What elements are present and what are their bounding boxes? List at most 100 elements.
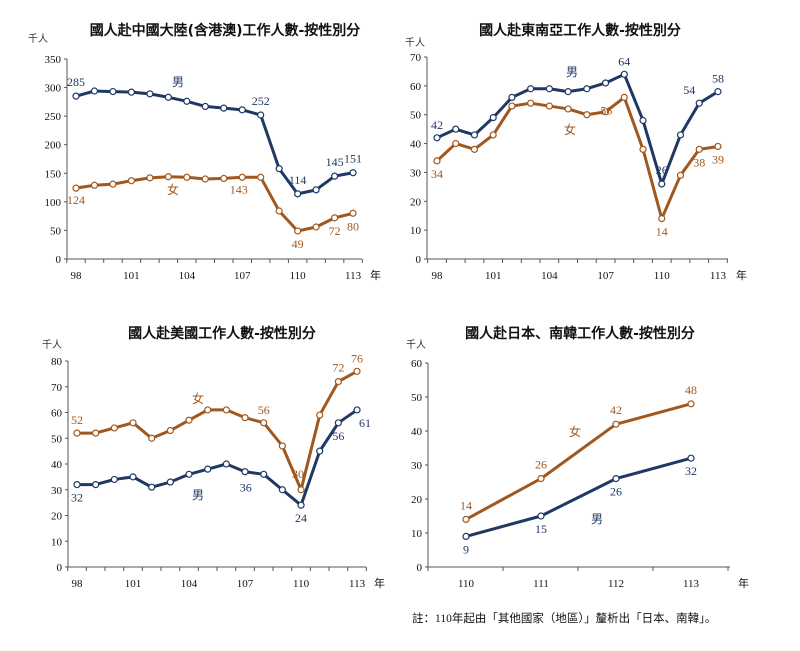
chart-2-data-point [527,85,535,93]
chart-3-series-name: 女 [192,391,204,406]
chart-3-data-point [278,486,286,494]
chart-3-data-point [166,478,174,486]
chart-1-data-point [238,173,246,181]
chart-1-data-point [146,90,154,98]
chart-3-x-tick-label: 113 [349,578,366,590]
chart-3-xlabel: 年 [374,576,385,590]
chart-2-data-point [583,85,591,93]
chart-3-x-tick-label: 110 [293,578,310,590]
chart-1-data-point [330,172,339,180]
chart-2-data-point [639,116,647,125]
chart-2-data-point [508,93,516,102]
chart-1-data-point [201,102,209,111]
chart-2-data-label: 42 [431,118,443,132]
chart-1-data-point [275,165,283,173]
chart-1-data-label: 80 [347,219,359,233]
chart-2-data-label: 58 [712,72,724,86]
chart-1-data-point [330,214,339,222]
chart-1-x-tick-label: 113 [345,270,362,282]
chart-2-data-point [695,99,703,107]
chart-4-y-tick-label: 50 [411,392,423,404]
chart-1-y-tick-label: 50 [50,225,62,237]
chart-1-data-point [349,169,357,177]
chart-4-data-point [687,454,695,462]
chart-2-data-point [620,70,628,78]
chart-3-data-point [222,406,230,414]
chart-2-x-tick-label: 110 [654,270,671,282]
chart-2-data-label: 14 [656,225,668,239]
chart-3-y-tick-label: 20 [51,511,63,523]
chart-2-x-tick-label: 104 [541,270,558,282]
chart-1-data-point [257,111,265,119]
chart-4-data-point [537,512,545,520]
chart-4-data-label: 42 [610,403,622,417]
chart-2-data-point [452,139,460,148]
chart-4-series-line [465,402,692,521]
chart-1-data-point [109,180,117,188]
chart-1-xlabel: 年 [370,268,381,282]
chart-3-data-point [353,406,361,414]
chart-1-y-tick-label: 0 [56,254,62,266]
chart-1-y-tick-label: 250 [45,111,62,123]
chart-2-data-point [564,88,572,96]
chart-1-data-point [294,190,302,198]
chart-2-data-point [676,131,685,139]
chart-4-xlabel: 年 [738,576,749,590]
chart-4-data-label: 48 [685,383,697,397]
chart-2-data-label: 64 [618,54,630,68]
chart-4-data-label: 26 [535,458,547,472]
chart-2-data-point [508,102,516,110]
chart-3-data-point [353,367,361,375]
chart-2-data-point [564,105,572,113]
chart-3-data-point [92,481,100,489]
chart-2-data-label: 34 [431,167,443,181]
chart-1-data-label: 285 [67,75,85,89]
chart-3-data-point [260,470,268,478]
chart-2-data-point [639,145,647,153]
chart-1-series-line [75,89,354,196]
chart-1-data-label: 252 [252,94,270,108]
chart-4-y-tick-label: 10 [411,528,423,540]
chart-4-x-tick-label: 111 [533,578,549,590]
chart-2-x-tick-label: 107 [597,270,614,282]
chart-3-data-label: 32 [71,491,83,505]
chart-2-series-line [435,95,719,221]
chart-1-x-tick-label: 107 [234,270,251,282]
chart-2-data-point [676,171,685,179]
chart-3-data-point [185,470,193,478]
chart-1-data-point [183,97,191,105]
chart-1-data-point [90,181,99,189]
chart-1-y-tick-label: 150 [45,168,62,180]
chart-1-data-point [238,106,246,114]
chart-2-data-label: 38 [693,155,705,169]
chart-1-data-point [312,223,320,231]
chart-3-data-point [297,486,305,494]
chart-2-data-point [489,113,497,122]
chart-2-data-point [433,134,441,142]
chart-3-y-tick-label: 60 [51,408,63,420]
chart-2-y-tick-label: 60 [410,81,422,93]
chart-3-y-tick-label: 70 [51,382,63,394]
chart-4-series-name: 男 [591,512,603,526]
chart-1-data-label: 72 [329,224,341,238]
chart-1-data-point [220,104,228,112]
chart-4-data-point [612,420,620,428]
chart-4-series-name: 女 [569,424,581,439]
chart-2-data-label: 26 [656,163,668,177]
chart-4-data-label: 26 [610,485,622,499]
chart-4-x-tick-label: 110 [458,578,475,590]
chart-3-data-label: 76 [351,351,363,365]
chart-3-data-point [185,416,193,424]
chart-3-data-label: 56 [332,429,344,443]
chart-4-ylabel: 千人 [406,339,426,351]
chart-4-title: 國人赴日本、南韓工作人數-按性別分 [465,325,695,342]
chart-2-y-tick-label: 40 [410,139,422,151]
chart-2-data-point [470,131,479,139]
chart-2-data-point [583,111,591,119]
chart-3-data-point [204,406,212,414]
chart-1-data-point [257,173,265,181]
chart-1-data-point [72,92,80,100]
chart-1-y-tick-label: 300 [45,83,62,95]
chart-3-data-point [148,483,156,491]
chart-2-data-point [658,180,666,188]
